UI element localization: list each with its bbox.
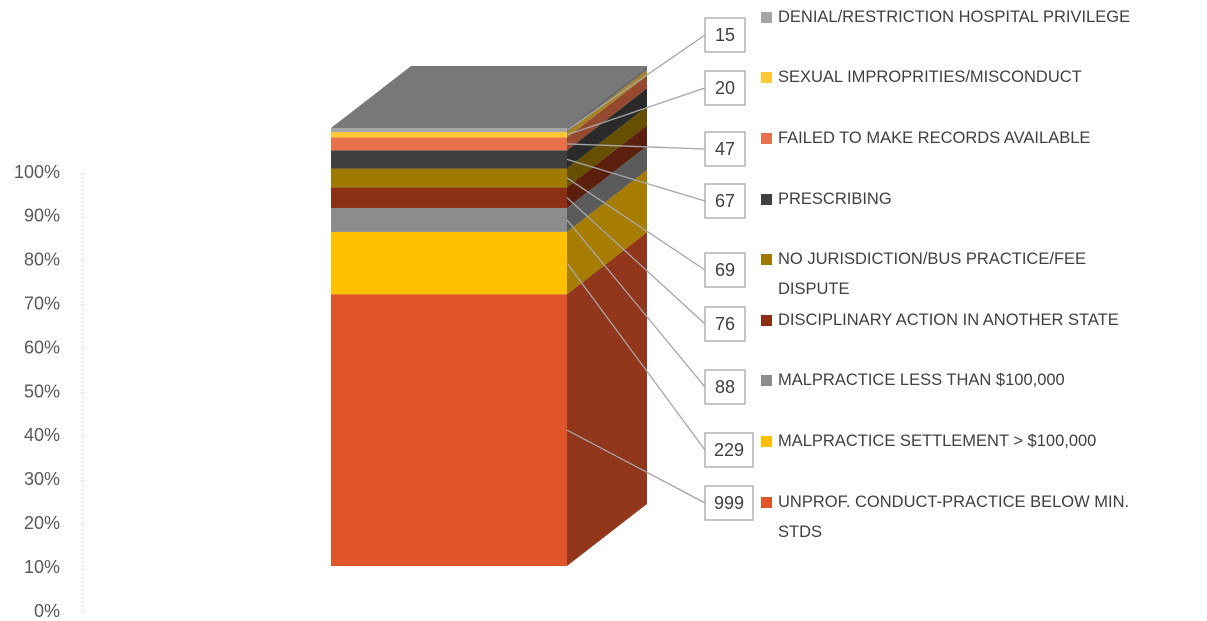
y-tick-label: 20% xyxy=(24,513,60,533)
legend-marker xyxy=(761,315,772,326)
legend-marker xyxy=(761,194,772,205)
data-label: 76 xyxy=(715,314,735,334)
y-tick-label: 0% xyxy=(34,601,60,621)
data-label: 88 xyxy=(715,377,735,397)
legend-marker xyxy=(761,133,772,144)
legend-label: UNPROF. CONDUCT-PRACTICE BELOW MIN. STDS xyxy=(778,493,1130,541)
data-label-box xyxy=(704,183,746,219)
data-label-box xyxy=(704,252,746,288)
data-label: 999 xyxy=(714,493,744,513)
legend-label: DENIAL/RESTRICTION HOSPITAL PRIVILEGE xyxy=(778,8,1131,26)
data-label: 67 xyxy=(715,191,735,211)
legend-marker xyxy=(761,497,772,508)
y-tick-label: 70% xyxy=(24,293,60,313)
data-label: 69 xyxy=(715,260,735,280)
bar-segment xyxy=(331,128,567,133)
data-label-box xyxy=(704,131,746,167)
legend-label: MALPRACTICE LESS THAN $100,000 xyxy=(778,371,1065,389)
leader-line xyxy=(566,219,706,388)
legend-marker xyxy=(761,254,772,265)
legend-label: NO JURISDICTION/BUS PRACTICE/FEE DISPUTE xyxy=(778,250,1087,298)
leader-line xyxy=(566,34,706,131)
bar-segment xyxy=(331,294,567,566)
data-label: 20 xyxy=(715,78,735,98)
data-label-box xyxy=(704,306,746,342)
y-tick-label: 30% xyxy=(24,469,60,489)
bar-segment xyxy=(331,187,567,208)
y-tick-label: 100% xyxy=(14,162,60,182)
legend-marker xyxy=(761,72,772,83)
leader-line xyxy=(566,197,706,325)
legend-marker xyxy=(761,12,772,23)
data-label: 47 xyxy=(715,139,735,159)
bar-segment xyxy=(331,150,567,169)
y-tick-label: 50% xyxy=(24,381,60,401)
leader-line xyxy=(566,429,706,504)
leader-line xyxy=(566,262,706,451)
legend-marker xyxy=(761,436,772,447)
bar-side xyxy=(567,75,647,151)
leader-line xyxy=(566,143,706,150)
leader-line xyxy=(566,177,706,271)
bar-segment xyxy=(331,137,567,151)
bar-segment xyxy=(331,231,567,295)
bar-side xyxy=(567,169,647,295)
data-label-box xyxy=(704,70,746,106)
legend-label: FAILED TO MAKE RECORDS AVAILABLE xyxy=(778,129,1091,147)
bar-side xyxy=(567,232,647,567)
bar-segment xyxy=(331,207,567,232)
legend-marker xyxy=(761,375,772,386)
data-label-box xyxy=(704,485,754,521)
bar-side xyxy=(567,145,647,232)
leader-line xyxy=(566,87,706,136)
bar-side xyxy=(567,106,647,188)
bar-side xyxy=(567,88,647,169)
leader-line xyxy=(566,158,706,202)
y-tick-label: 40% xyxy=(24,425,60,445)
legend-label: PRESCRIBING xyxy=(778,190,892,208)
y-tick-label: 60% xyxy=(24,337,60,357)
legend-label: SEXUAL IMPROPRITIES/MISCONDUCT xyxy=(778,68,1082,86)
bar-segment xyxy=(331,168,567,188)
data-label-box xyxy=(704,369,746,405)
bar-side xyxy=(567,70,647,138)
y-tick-label: 80% xyxy=(24,250,60,270)
legend-label: MALPRACTICE SETTLEMENT > $100,000 xyxy=(778,432,1097,450)
bar-segment xyxy=(331,132,567,138)
data-label: 229 xyxy=(714,440,744,460)
data-label-box xyxy=(704,17,746,53)
bar-top xyxy=(331,66,647,128)
data-label-box xyxy=(704,432,754,468)
data-label: 15 xyxy=(715,25,735,45)
legend-label: DISCIPLINARY ACTION IN ANOTHER STATE xyxy=(778,311,1119,329)
y-tick-label: 90% xyxy=(24,206,60,226)
y-tick-label: 10% xyxy=(24,557,60,577)
